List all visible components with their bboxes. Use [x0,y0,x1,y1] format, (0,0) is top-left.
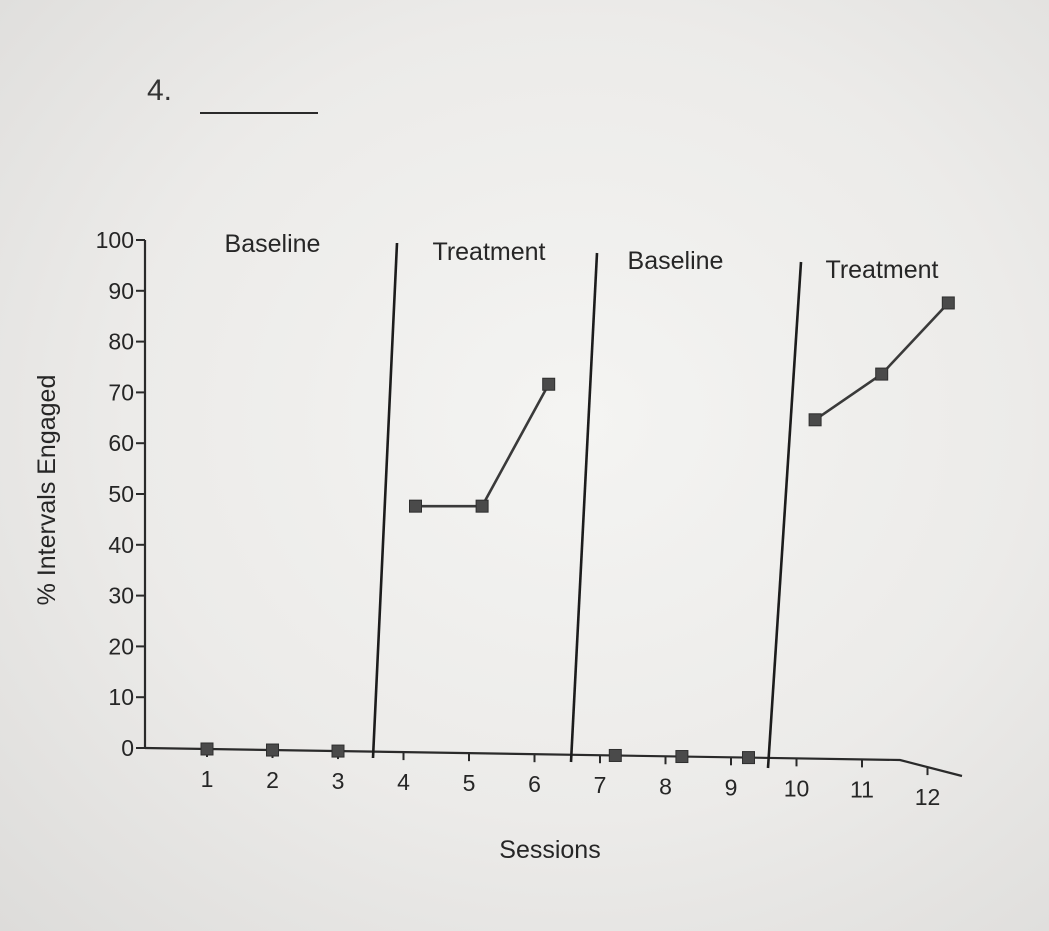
chart-axes [143,240,963,778]
data-series [200,296,955,765]
x-tick-label: 2 [266,767,279,793]
data-point [542,377,556,391]
x-tick-label: 5 [463,770,476,796]
y-tick-label: 100 [96,227,134,253]
data-point [941,296,955,310]
x-tick-label: 4 [397,769,410,795]
x-tick-label: 11 [850,776,874,802]
y-tick-label: 70 [108,379,134,405]
y-tick-label: 60 [108,430,134,456]
y-tick-label: 50 [108,481,134,507]
y-tick-label: 0 [121,735,134,761]
y-tick-label: 10 [108,684,134,710]
data-point [742,751,755,765]
phase-change-line [766,261,803,769]
y-tick-label: 80 [108,329,134,355]
item-number: 4. [147,74,173,107]
x-tick-label: 6 [528,771,541,797]
x-tick-label: 3 [332,768,345,794]
y-axis-title: % Intervals Engaged [33,375,61,606]
data-point [409,499,422,513]
x-tick-label: 9 [725,774,738,800]
x-tick-label: 12 [915,784,941,810]
data-point [608,748,622,762]
y-tick-label: 90 [108,278,134,304]
data-point [875,367,889,381]
phase-change-line [569,252,599,763]
data-point [331,744,345,758]
data-point [808,413,822,427]
chart-ticks [136,239,929,776]
data-point [200,742,214,756]
data-point [266,743,279,757]
x-tick-label: 10 [784,775,810,801]
data-point [675,750,689,764]
y-tick-label: 30 [108,583,134,609]
phase-label: Treatment [432,238,545,266]
x-tick-label: 8 [659,773,672,799]
x-tick-label: 7 [594,772,607,798]
x-tick-label: 1 [201,766,214,792]
x-axis-title: Sessions [499,836,600,864]
phase-label: Treatment [825,256,938,284]
phase-label: Baseline [225,230,321,258]
phase-change-line [371,242,399,759]
phase-change-lines [371,242,803,769]
x-axis-line [144,746,963,778]
answer-blank-line [200,112,318,114]
y-tick-label: 20 [108,633,134,659]
series-line-segment [415,383,550,508]
series-line-segment [814,302,950,421]
phase-label: Baseline [628,247,724,275]
y-tick-label: 40 [108,532,134,558]
data-point [475,499,489,513]
